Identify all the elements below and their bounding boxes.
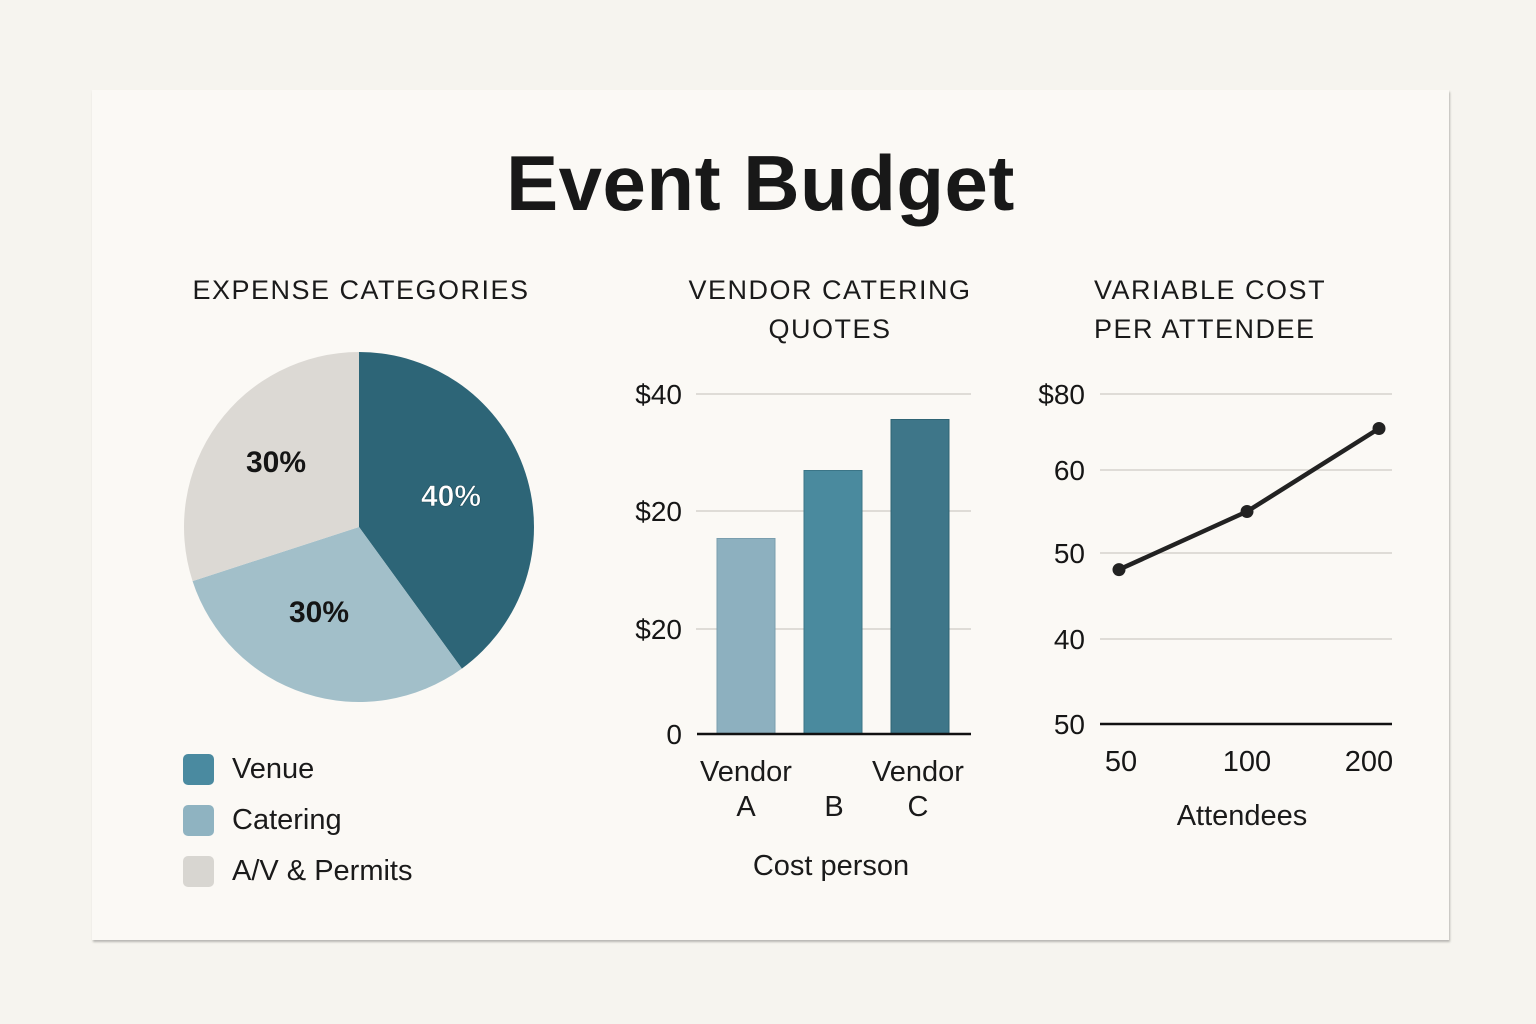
line-y-tick-label: 40 xyxy=(1054,624,1085,655)
legend-label: Catering xyxy=(232,804,342,836)
line-y-tick-label: 50 xyxy=(1054,709,1085,740)
line-data-point xyxy=(1372,422,1386,435)
bar-x-label-line1: Vendor xyxy=(872,756,964,788)
line-chart-title-line1: VARIABLE COST xyxy=(1094,275,1327,305)
pie-chart-title: EXPENSE CATEGORIES xyxy=(192,275,530,305)
pie-slice-av-permits xyxy=(183,352,359,582)
line-data-point xyxy=(1240,505,1254,518)
bar-vendor-c xyxy=(890,419,950,735)
bar-chart-title-line1: VENDOR CATERING xyxy=(688,275,972,305)
bar-x-axis-title: Cost person xyxy=(752,850,910,882)
legend-swatch-catering xyxy=(183,805,214,836)
legend-label: Venue xyxy=(232,753,315,785)
bar-x-label-line1: Vendor xyxy=(700,756,792,788)
bar-chart-title: VENDOR CATERING QUOTES xyxy=(660,271,1000,349)
bar-chart-title-line2: QUOTES xyxy=(768,314,892,344)
line-series xyxy=(1118,426,1381,572)
page-title: Event Budget xyxy=(506,139,1015,227)
line-data-point xyxy=(1112,563,1126,577)
line-chart-title-line2: PER ATTENDEE xyxy=(1094,314,1316,344)
bar-x-label-c: Vendor C xyxy=(862,756,974,824)
bar-x-label-b: B xyxy=(778,756,890,824)
line-y-tick-label: 60 xyxy=(1054,455,1085,486)
legend-swatch-venue xyxy=(183,754,214,785)
line-chart-title: VARIABLE COST PER ATTENDEE xyxy=(1094,271,1334,349)
pie-legend: Venue Catering A/V & Permits xyxy=(183,744,413,897)
line-x-tick-label: 50 xyxy=(1105,746,1137,778)
bar-x-label-line2: B xyxy=(824,791,844,823)
line-x-tick-label: 200 xyxy=(1345,746,1393,778)
legend-item-av-permits: A/V & Permits xyxy=(183,846,413,897)
bar-vendor-a xyxy=(716,538,776,735)
pie-slice-label: 30% xyxy=(289,596,349,629)
bar-vendor-b xyxy=(803,470,863,735)
bar-x-label-line2: C xyxy=(907,791,929,823)
line-x-tick-label: 100 xyxy=(1223,746,1271,778)
bar-y-tick-label: $20 xyxy=(635,496,682,527)
line-y-tick-label: $80 xyxy=(1038,379,1085,410)
legend-label: A/V & Permits xyxy=(232,855,413,887)
pie-slice-venue xyxy=(359,352,535,669)
bar-x-label-a: Vendor A xyxy=(690,756,802,824)
line-x-axis-title: Attendees xyxy=(1176,800,1308,832)
line-y-tick-label: 50 xyxy=(1054,538,1085,569)
pie-slice-catering xyxy=(192,527,462,703)
legend-item-venue: Venue xyxy=(183,744,413,795)
bar-y-tick-label: $40 xyxy=(635,379,682,410)
bar-y-tick-label: 0 xyxy=(666,719,682,750)
bar-y-tick-label: $20 xyxy=(635,614,682,645)
pie-slice-label: 40% xyxy=(421,480,481,513)
pie-slice-label: 30% xyxy=(246,446,306,479)
legend-item-catering: Catering xyxy=(183,795,413,846)
legend-swatch-av-permits xyxy=(183,856,214,887)
bar-x-label-line2: A xyxy=(736,791,756,823)
